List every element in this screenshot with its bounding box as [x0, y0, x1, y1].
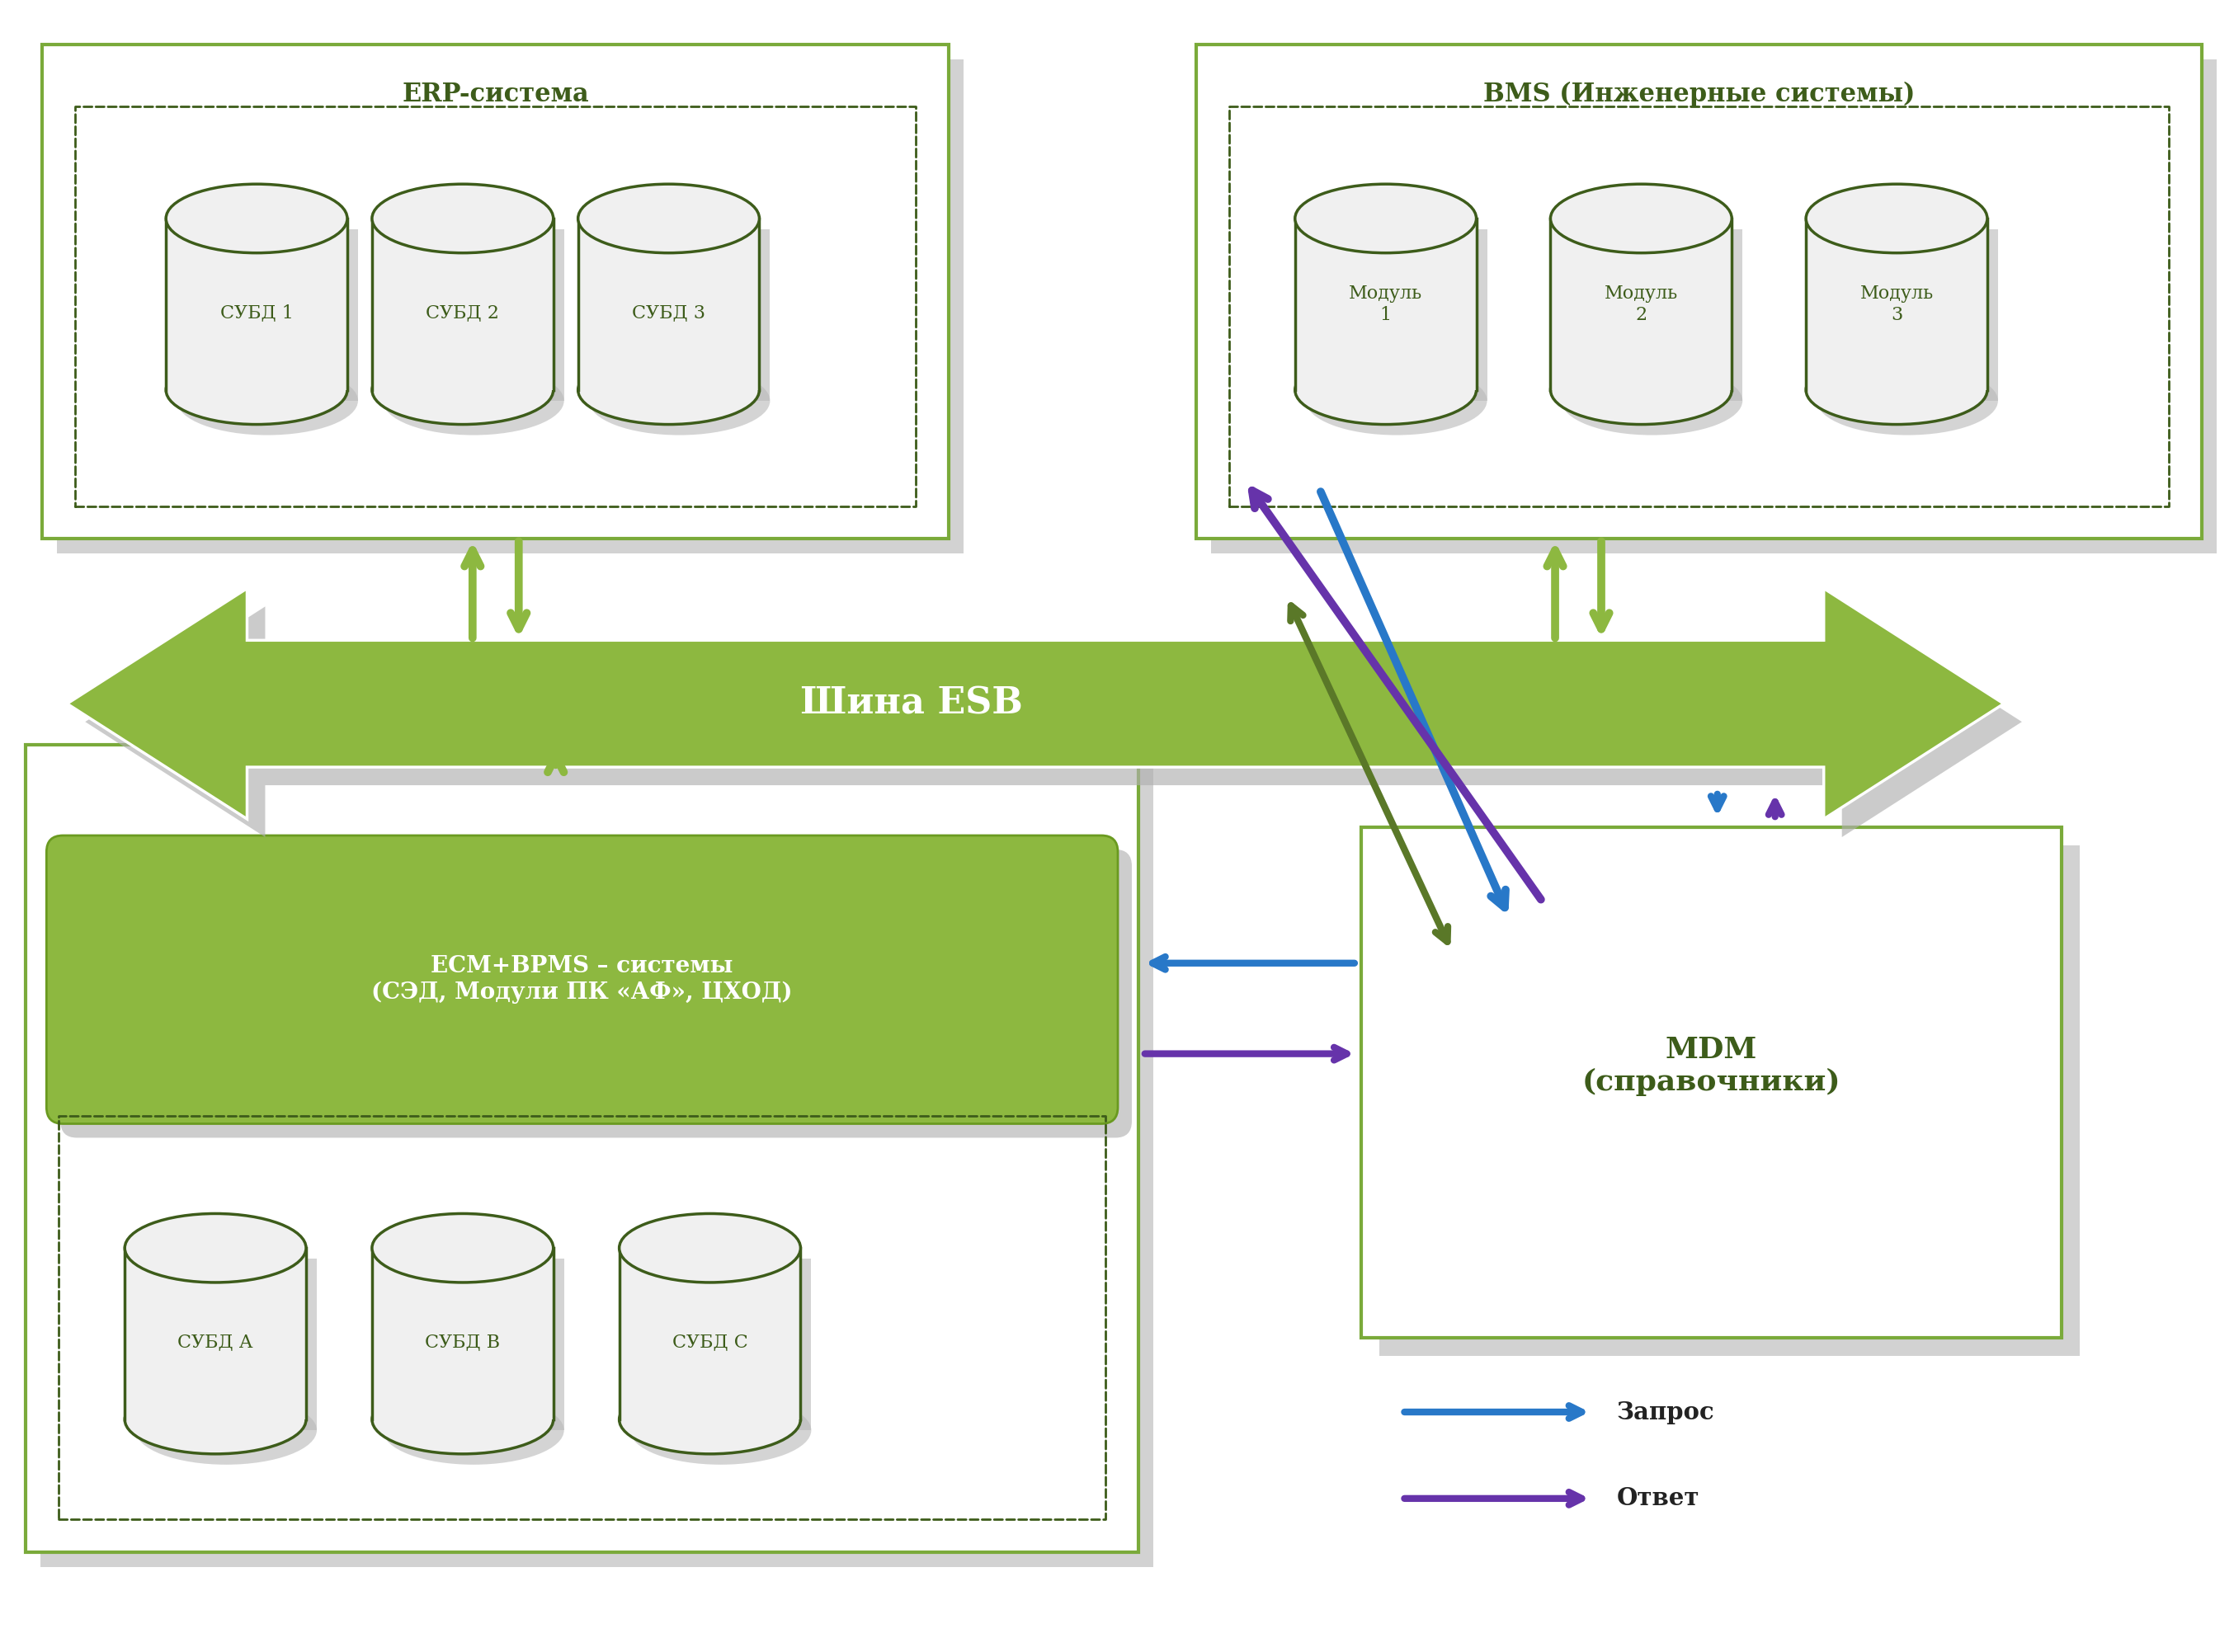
Text: Модуль
1: Модуль 1 — [1349, 284, 1423, 324]
Ellipse shape — [590, 367, 771, 434]
Ellipse shape — [1550, 183, 1731, 253]
Bar — [373, 218, 554, 390]
Bar — [1816, 230, 1997, 401]
Bar — [1550, 218, 1731, 390]
Ellipse shape — [373, 355, 554, 425]
Ellipse shape — [630, 1396, 811, 1465]
Ellipse shape — [382, 1396, 563, 1465]
Ellipse shape — [1816, 367, 1997, 434]
Ellipse shape — [1296, 183, 1477, 253]
Bar — [1305, 230, 1488, 401]
Text: Модуль
2: Модуль 2 — [1604, 284, 1678, 324]
Bar — [630, 1259, 811, 1431]
Ellipse shape — [136, 1396, 317, 1465]
Ellipse shape — [1805, 183, 1988, 253]
Ellipse shape — [1305, 367, 1488, 434]
Ellipse shape — [165, 183, 346, 253]
Ellipse shape — [579, 183, 760, 253]
Bar — [590, 230, 771, 401]
Bar — [40, 760, 1153, 1566]
Bar — [1562, 230, 1743, 401]
Bar — [382, 230, 563, 401]
Bar — [165, 218, 346, 390]
Bar — [1195, 45, 2200, 539]
Ellipse shape — [373, 183, 554, 253]
Text: BMS (Инженерные системы): BMS (Инженерные системы) — [1483, 83, 1915, 107]
Text: ERP-система: ERP-система — [402, 83, 590, 107]
Bar — [619, 1247, 800, 1419]
Bar — [1805, 218, 1988, 390]
Ellipse shape — [1296, 355, 1477, 425]
Ellipse shape — [1562, 367, 1743, 434]
Text: ECM+BPMS – системы
(СЭД, Модули ПК «АФ», ЦХОД): ECM+BPMS – системы (СЭД, Модули ПК «АФ»,… — [371, 955, 793, 1004]
Bar — [1805, 218, 1988, 390]
Text: СУБД С: СУБД С — [672, 1333, 748, 1351]
Ellipse shape — [382, 367, 563, 434]
Text: СУБД А: СУБД А — [179, 1333, 252, 1351]
Ellipse shape — [1550, 355, 1731, 425]
Text: Модуль
3: Модуль 3 — [1861, 284, 1932, 324]
Bar — [125, 1247, 306, 1419]
Text: Запрос: Запрос — [1617, 1399, 1713, 1424]
Bar — [27, 745, 1139, 1551]
Bar — [373, 1247, 554, 1419]
Polygon shape — [85, 606, 2022, 838]
Ellipse shape — [125, 1384, 306, 1454]
Text: СУБД 2: СУБД 2 — [427, 304, 500, 322]
Ellipse shape — [579, 355, 760, 425]
Ellipse shape — [373, 1384, 554, 1454]
Bar — [176, 230, 357, 401]
Bar — [58, 59, 963, 553]
Bar — [136, 1259, 317, 1431]
Text: СУБД В: СУБД В — [424, 1333, 500, 1351]
Ellipse shape — [125, 1214, 306, 1282]
Bar — [1550, 218, 1731, 390]
Text: Шина ESB: Шина ESB — [800, 686, 1023, 722]
Bar — [382, 1259, 563, 1431]
Bar — [1296, 218, 1477, 390]
Text: СУБД 1: СУБД 1 — [219, 304, 293, 322]
Bar — [1378, 846, 2080, 1356]
Polygon shape — [67, 588, 2004, 819]
Text: MDM
(справочники): MDM (справочники) — [1582, 1036, 1841, 1097]
Bar — [1361, 828, 2062, 1338]
Ellipse shape — [373, 1214, 554, 1282]
Bar — [1211, 59, 2216, 553]
Bar — [373, 218, 554, 390]
Text: СУБД 3: СУБД 3 — [632, 304, 706, 322]
Ellipse shape — [619, 1384, 800, 1454]
Bar — [1296, 218, 1477, 390]
Ellipse shape — [1805, 355, 1988, 425]
Ellipse shape — [176, 367, 357, 434]
FancyBboxPatch shape — [60, 849, 1133, 1138]
Bar — [42, 45, 949, 539]
Ellipse shape — [165, 355, 346, 425]
Bar — [619, 1247, 800, 1419]
Bar — [373, 1247, 554, 1419]
Bar — [579, 218, 760, 390]
FancyBboxPatch shape — [47, 836, 1117, 1123]
Ellipse shape — [619, 1214, 800, 1282]
Bar — [125, 1247, 306, 1419]
Bar — [165, 218, 346, 390]
Bar — [579, 218, 760, 390]
Text: Ответ: Ответ — [1617, 1487, 1700, 1510]
